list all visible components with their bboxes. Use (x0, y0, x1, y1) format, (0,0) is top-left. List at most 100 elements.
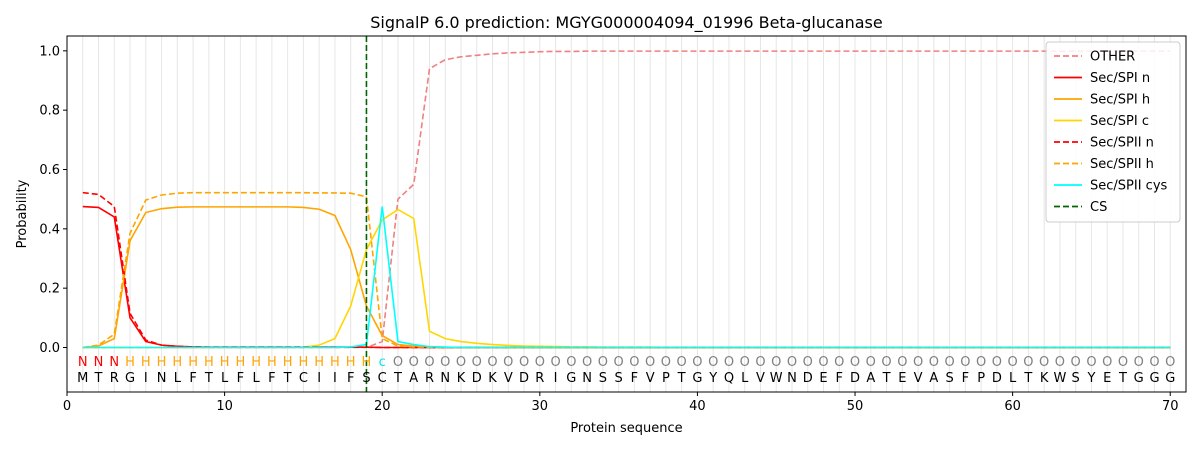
residue-letter: F (962, 371, 969, 386)
residue-label: O (724, 355, 734, 370)
y-tick-label: 1.0 (39, 44, 60, 59)
residue-letter: D (992, 371, 1002, 386)
residue-label: O (1165, 355, 1175, 370)
residue-label: O (535, 355, 545, 370)
residue-label: O (740, 355, 750, 370)
residue-label: O (960, 355, 970, 370)
residue-label: O (897, 355, 907, 370)
residue-letter: G (125, 371, 135, 386)
residue-letter: R (425, 371, 434, 386)
x-tick-label: 60 (1004, 399, 1021, 414)
residue-label: O (582, 355, 592, 370)
residue-letter: I (333, 371, 337, 386)
sequence-gridlines (82, 36, 1171, 392)
residue-letter: T (283, 371, 292, 386)
series-line-sec-spi-n (82, 205, 1171, 349)
residue-letter: V (504, 371, 513, 386)
residue-letter: C (299, 371, 308, 386)
residue-letter: V (914, 371, 923, 386)
x-axis-label: Protein sequence (570, 421, 682, 436)
residue-label: O (472, 355, 482, 370)
legend-entry: CS (1090, 200, 1107, 215)
residue-letter: D (850, 371, 860, 386)
legend-entry: Sec/SPI h (1090, 93, 1150, 108)
residue-label: N (78, 355, 88, 370)
residue-letter: I (144, 371, 148, 386)
residue-label: H (157, 355, 167, 370)
residue-label: O (850, 355, 860, 370)
x-tick-label: 70 (1162, 399, 1179, 414)
residue-label: H (346, 355, 356, 370)
residue-letter: Y (1086, 371, 1095, 386)
residue-label: O (692, 355, 702, 370)
residue-label: O (424, 355, 434, 370)
residue-letter: R (535, 371, 544, 386)
residue-letter: D (519, 371, 529, 386)
y-tick-label: 0.0 (39, 341, 60, 356)
residue-letter: W (1053, 371, 1066, 386)
residue-label: O (834, 355, 844, 370)
residue-label: H (188, 355, 198, 370)
x-tick-label: 50 (847, 399, 864, 414)
residue-label: c (379, 355, 386, 370)
legend-entry: Sec/SPI c (1090, 114, 1149, 129)
series-line-other (82, 50, 1171, 349)
residue-letter: P (662, 371, 670, 386)
residue-letter: K (1040, 371, 1049, 386)
residue-letter: F (237, 371, 244, 386)
series-line-sec-spi-h (82, 206, 1171, 349)
residue-letter: Q (724, 371, 734, 386)
residue-letter: S (362, 371, 370, 386)
residue-label: O (677, 355, 687, 370)
residue-letter: Y (708, 371, 717, 386)
residue-label: O (393, 355, 403, 370)
residue-label: O (913, 355, 923, 370)
residue-letter: A (929, 371, 938, 386)
chart-title: SignalP 6.0 prediction: MGYG000004094_01… (370, 13, 882, 33)
x-tick-label: 30 (532, 399, 549, 414)
residue-label: O (409, 355, 419, 370)
residue-letter: D (803, 371, 813, 386)
residue-label: O (645, 355, 655, 370)
residue-letter: G (1149, 371, 1159, 386)
residue-label: H (220, 355, 230, 370)
residue-label: O (1008, 355, 1018, 370)
legend-entry: Sec/SPI n (1090, 71, 1150, 86)
residue-letter: K (488, 371, 497, 386)
residue-letter: G (1134, 371, 1144, 386)
y-tick-label: 0.6 (39, 163, 60, 178)
residue-label: H (204, 355, 214, 370)
residue-letter: N (157, 371, 167, 386)
residue-label: O (1118, 355, 1128, 370)
residue-letter: E (1103, 371, 1111, 386)
residue-letter: F (631, 371, 638, 386)
residue-label: O (708, 355, 718, 370)
y-tick-label: 0.2 (39, 282, 60, 297)
residue-letter: T (882, 371, 891, 386)
residue-letter: V (756, 371, 765, 386)
residue-letter: A (866, 371, 875, 386)
residue-label: O (1023, 355, 1033, 370)
residue-letter: S (599, 371, 607, 386)
plot-frame (66, 35, 1187, 393)
residue-letter: S (614, 371, 622, 386)
residue-label: O (550, 355, 560, 370)
residue-label: O (992, 355, 1002, 370)
x-tick-label: 20 (374, 399, 391, 414)
series-line-sec-spii-n (82, 191, 1171, 349)
residue-letter: L (1009, 371, 1017, 386)
residue-letter: L (174, 371, 182, 386)
residue-label: H (141, 355, 151, 370)
residue-letter: I (317, 371, 321, 386)
residue-label: O (929, 355, 939, 370)
residue-label: O (881, 355, 891, 370)
residue-label: H (125, 355, 135, 370)
legend-box (1045, 41, 1181, 223)
residue-letter: T (204, 371, 213, 386)
residue-label: O (1071, 355, 1081, 370)
residue-letter: W (770, 371, 783, 386)
residue-label: O (661, 355, 671, 370)
series-line-sec-spii-cys (82, 206, 1171, 349)
residue-label: H (299, 355, 309, 370)
residue-label: O (944, 355, 954, 370)
